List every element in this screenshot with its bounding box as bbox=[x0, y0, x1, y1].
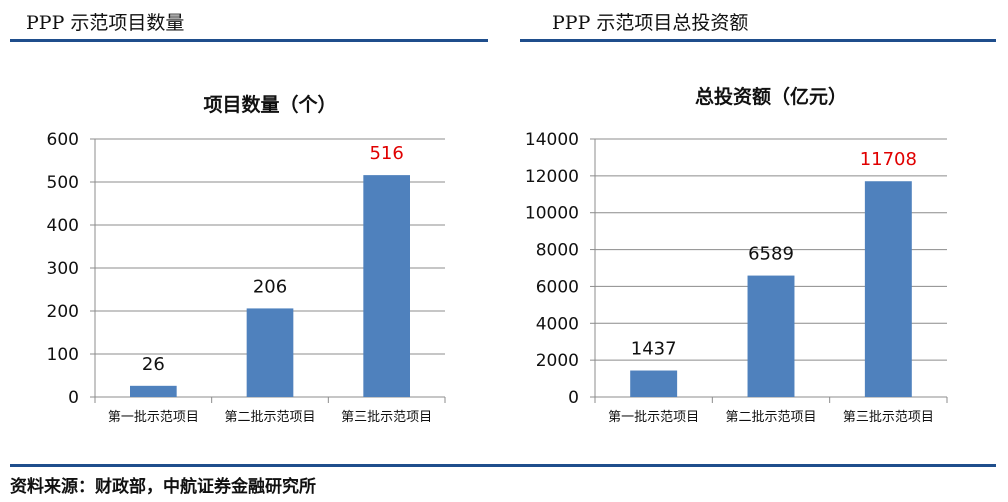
count-y-tick-label: 500 bbox=[47, 173, 79, 193]
count-category-label: 第一批示范项目 bbox=[108, 410, 199, 425]
count-bar bbox=[130, 385, 177, 397]
investment-y-tick-label: 0 bbox=[568, 388, 579, 408]
investment-category-label: 第二批示范项目 bbox=[725, 410, 816, 425]
investment-bar bbox=[864, 181, 912, 397]
count-category-label: 第三批示范项目 bbox=[341, 410, 432, 425]
investment-bar bbox=[630, 370, 678, 397]
investment-y-tick-label: 12000 bbox=[525, 167, 579, 187]
investment-y-tick-label: 14000 bbox=[525, 130, 579, 150]
count-y-tick-label: 200 bbox=[47, 302, 79, 322]
investment-category-label: 第一批示范项目 bbox=[608, 410, 699, 425]
count-y-tick-label: 100 bbox=[47, 345, 79, 365]
footer-divider bbox=[10, 464, 996, 467]
count-chart-title: 项目数量（个） bbox=[203, 93, 336, 116]
count-y-tick-label: 600 bbox=[47, 130, 79, 150]
source-note: 资料来源：财政部，中航证券金融研究所 bbox=[10, 477, 316, 497]
count-bar-value-label: 26 bbox=[142, 354, 165, 375]
count-y-tick-label: 300 bbox=[47, 259, 79, 279]
left-section-title: PPP 示范项目数量 bbox=[26, 12, 185, 34]
investment-chart-title: 总投资额（亿元） bbox=[695, 85, 847, 108]
investment-bar-value-label: 11708 bbox=[860, 149, 917, 170]
count-y-tick-label: 0 bbox=[68, 388, 79, 408]
investment-y-tick-label: 6000 bbox=[536, 277, 579, 297]
count-bar-value-label: 206 bbox=[253, 276, 287, 297]
count-bar bbox=[363, 175, 410, 397]
count-bar-value-label: 516 bbox=[369, 143, 403, 164]
investment-bar bbox=[747, 275, 795, 397]
investment-y-tick-label: 8000 bbox=[536, 241, 579, 261]
investment-y-tick-label: 2000 bbox=[536, 351, 579, 371]
right-section-title: PPP 示范项目总投资额 bbox=[552, 12, 749, 34]
investment-category-label: 第三批示范项目 bbox=[843, 410, 934, 425]
count-category-label: 第二批示范项目 bbox=[224, 410, 315, 425]
investment-y-tick-label: 4000 bbox=[536, 314, 579, 334]
investment-bar-value-label: 1437 bbox=[631, 339, 677, 360]
count-y-tick-label: 400 bbox=[47, 216, 79, 236]
count-bar bbox=[246, 308, 294, 397]
header-divider-right bbox=[520, 39, 996, 42]
investment-bar-value-label: 6589 bbox=[748, 244, 794, 265]
investment-y-tick-label: 10000 bbox=[525, 204, 579, 224]
header-divider-left bbox=[10, 39, 488, 42]
